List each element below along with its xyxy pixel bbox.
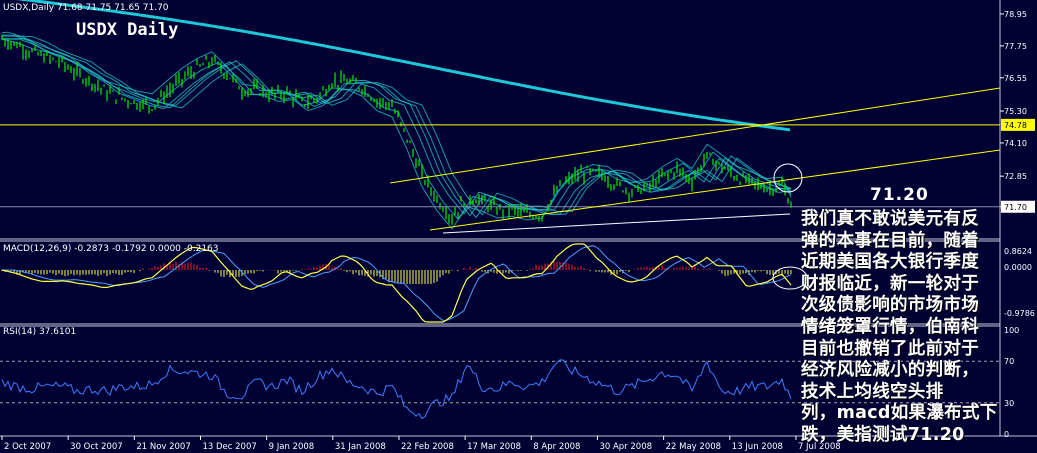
- rsi-line: [1, 359, 792, 420]
- chart-title: USDX Daily: [76, 20, 178, 40]
- x-tick-label: 13 Dec 2007: [202, 442, 256, 452]
- annotation-line: 情绪笼罩行情，伯南科: [801, 316, 979, 337]
- x-tick-label: 30 Oct 2007: [70, 442, 123, 452]
- price-marker-box: [1001, 118, 1035, 131]
- moving-average-line: [1, 34, 792, 215]
- y-tick-label: 76.55: [1004, 74, 1027, 83]
- rsi-tick-label: 70: [1004, 357, 1014, 366]
- macd-panel: [1, 243, 808, 323]
- annotation-line: 经济风险减小的判断，: [801, 360, 979, 381]
- annotation-line: 技术上均线空头排: [801, 381, 944, 402]
- rsi-tick-label: 100: [1004, 326, 1019, 335]
- x-tick-label: 22 May 2008: [666, 442, 721, 452]
- x-tick-label: 2 Oct 2007: [4, 442, 51, 452]
- y-tick-label: 78.95: [1004, 10, 1027, 19]
- axes: 78.95 77.75 76.55 75.30 74.10 72.85 71.70 74.78…: [1, 10, 1035, 452]
- macd-tick-label: -0.9786: [1004, 309, 1035, 318]
- support-trend-line: [442, 213, 791, 234]
- slow-moving-average: [16, 0, 791, 132]
- moving-average-line: [1, 35, 792, 216]
- y-tick-label: 72.85: [1004, 172, 1027, 181]
- price-marker-label: 74.78: [1004, 121, 1027, 130]
- annotation-line: 我们真不敢说美元有反: [801, 209, 979, 229]
- y-tick-label: 74.10: [1004, 139, 1027, 148]
- y-tick-label: 77.75: [1004, 42, 1027, 51]
- annotation-line: 跌，美指测试71.20: [801, 424, 965, 445]
- macd-highlight-circle: [772, 266, 808, 290]
- x-tick-label: 7 Jul 2008: [798, 442, 841, 452]
- lower-trend-line: [429, 149, 1001, 231]
- trend-lines: [0, 87, 1001, 234]
- macd-tick-label: 0.0000: [1004, 263, 1032, 272]
- price-marker-box: [1001, 200, 1035, 213]
- x-tick-label: 30 Apr 2008: [599, 442, 652, 452]
- x-tick-label: 8 Apr 2008: [533, 442, 580, 452]
- price-note-71-20: 71.20: [870, 185, 929, 205]
- annotation-line: 目前也撤销了此前对于: [801, 338, 979, 359]
- highlight-circle: [773, 163, 803, 193]
- annotation-line: 次级债影响的市场市场: [801, 295, 979, 316]
- x-tick-label: 17 Mar 2008: [467, 442, 521, 452]
- y-tick-label: 75.30: [1004, 107, 1027, 116]
- annotation-line: 列，macd如果瀑布式下: [801, 403, 998, 424]
- x-tick-label: 13 Jun 2008: [732, 442, 783, 452]
- rsi-tick-label: 30: [1004, 399, 1014, 408]
- x-tick-label: 31 Jan 2008: [335, 442, 386, 452]
- grid: [0, 0, 1037, 437]
- rsi-tick-label: 0: [1004, 430, 1009, 439]
- symbol-header: USDX,Daily 71.68 71.75 71.65 71.70: [3, 3, 169, 13]
- macd-label: MACD(12,26,9) -0.2873 -0.1792 0.0000 -0.…: [3, 244, 219, 254]
- annotation-line: 财报临近，新一轮对于: [801, 273, 979, 294]
- price-marker-label: 71.70: [1004, 203, 1027, 212]
- upper-trend-line: [389, 87, 1001, 184]
- macd-tick-label: 0.8624: [1004, 247, 1032, 256]
- macd-line: [1, 243, 792, 323]
- moving-averages: [1, 0, 792, 230]
- x-tick-label: 9 Jan 2008: [269, 442, 315, 452]
- annotation-text: 我们真不敢说美元有反 弹的本事在目前，随着 近期美国各大银行季度 财报临近，新一…: [801, 209, 1033, 447]
- annotation-line: 弹的本事在目前，随着: [801, 230, 979, 251]
- annotation-line: 近期美国各大银行季度: [801, 252, 979, 273]
- x-tick-label: 21 Nov 2007: [136, 442, 190, 452]
- x-tick-label: 22 Feb 2008: [401, 442, 454, 452]
- rsi-panel: [0, 359, 1000, 420]
- rsi-label: RSI(14) 37.6101: [3, 327, 76, 337]
- moving-average-line: [1, 38, 792, 217]
